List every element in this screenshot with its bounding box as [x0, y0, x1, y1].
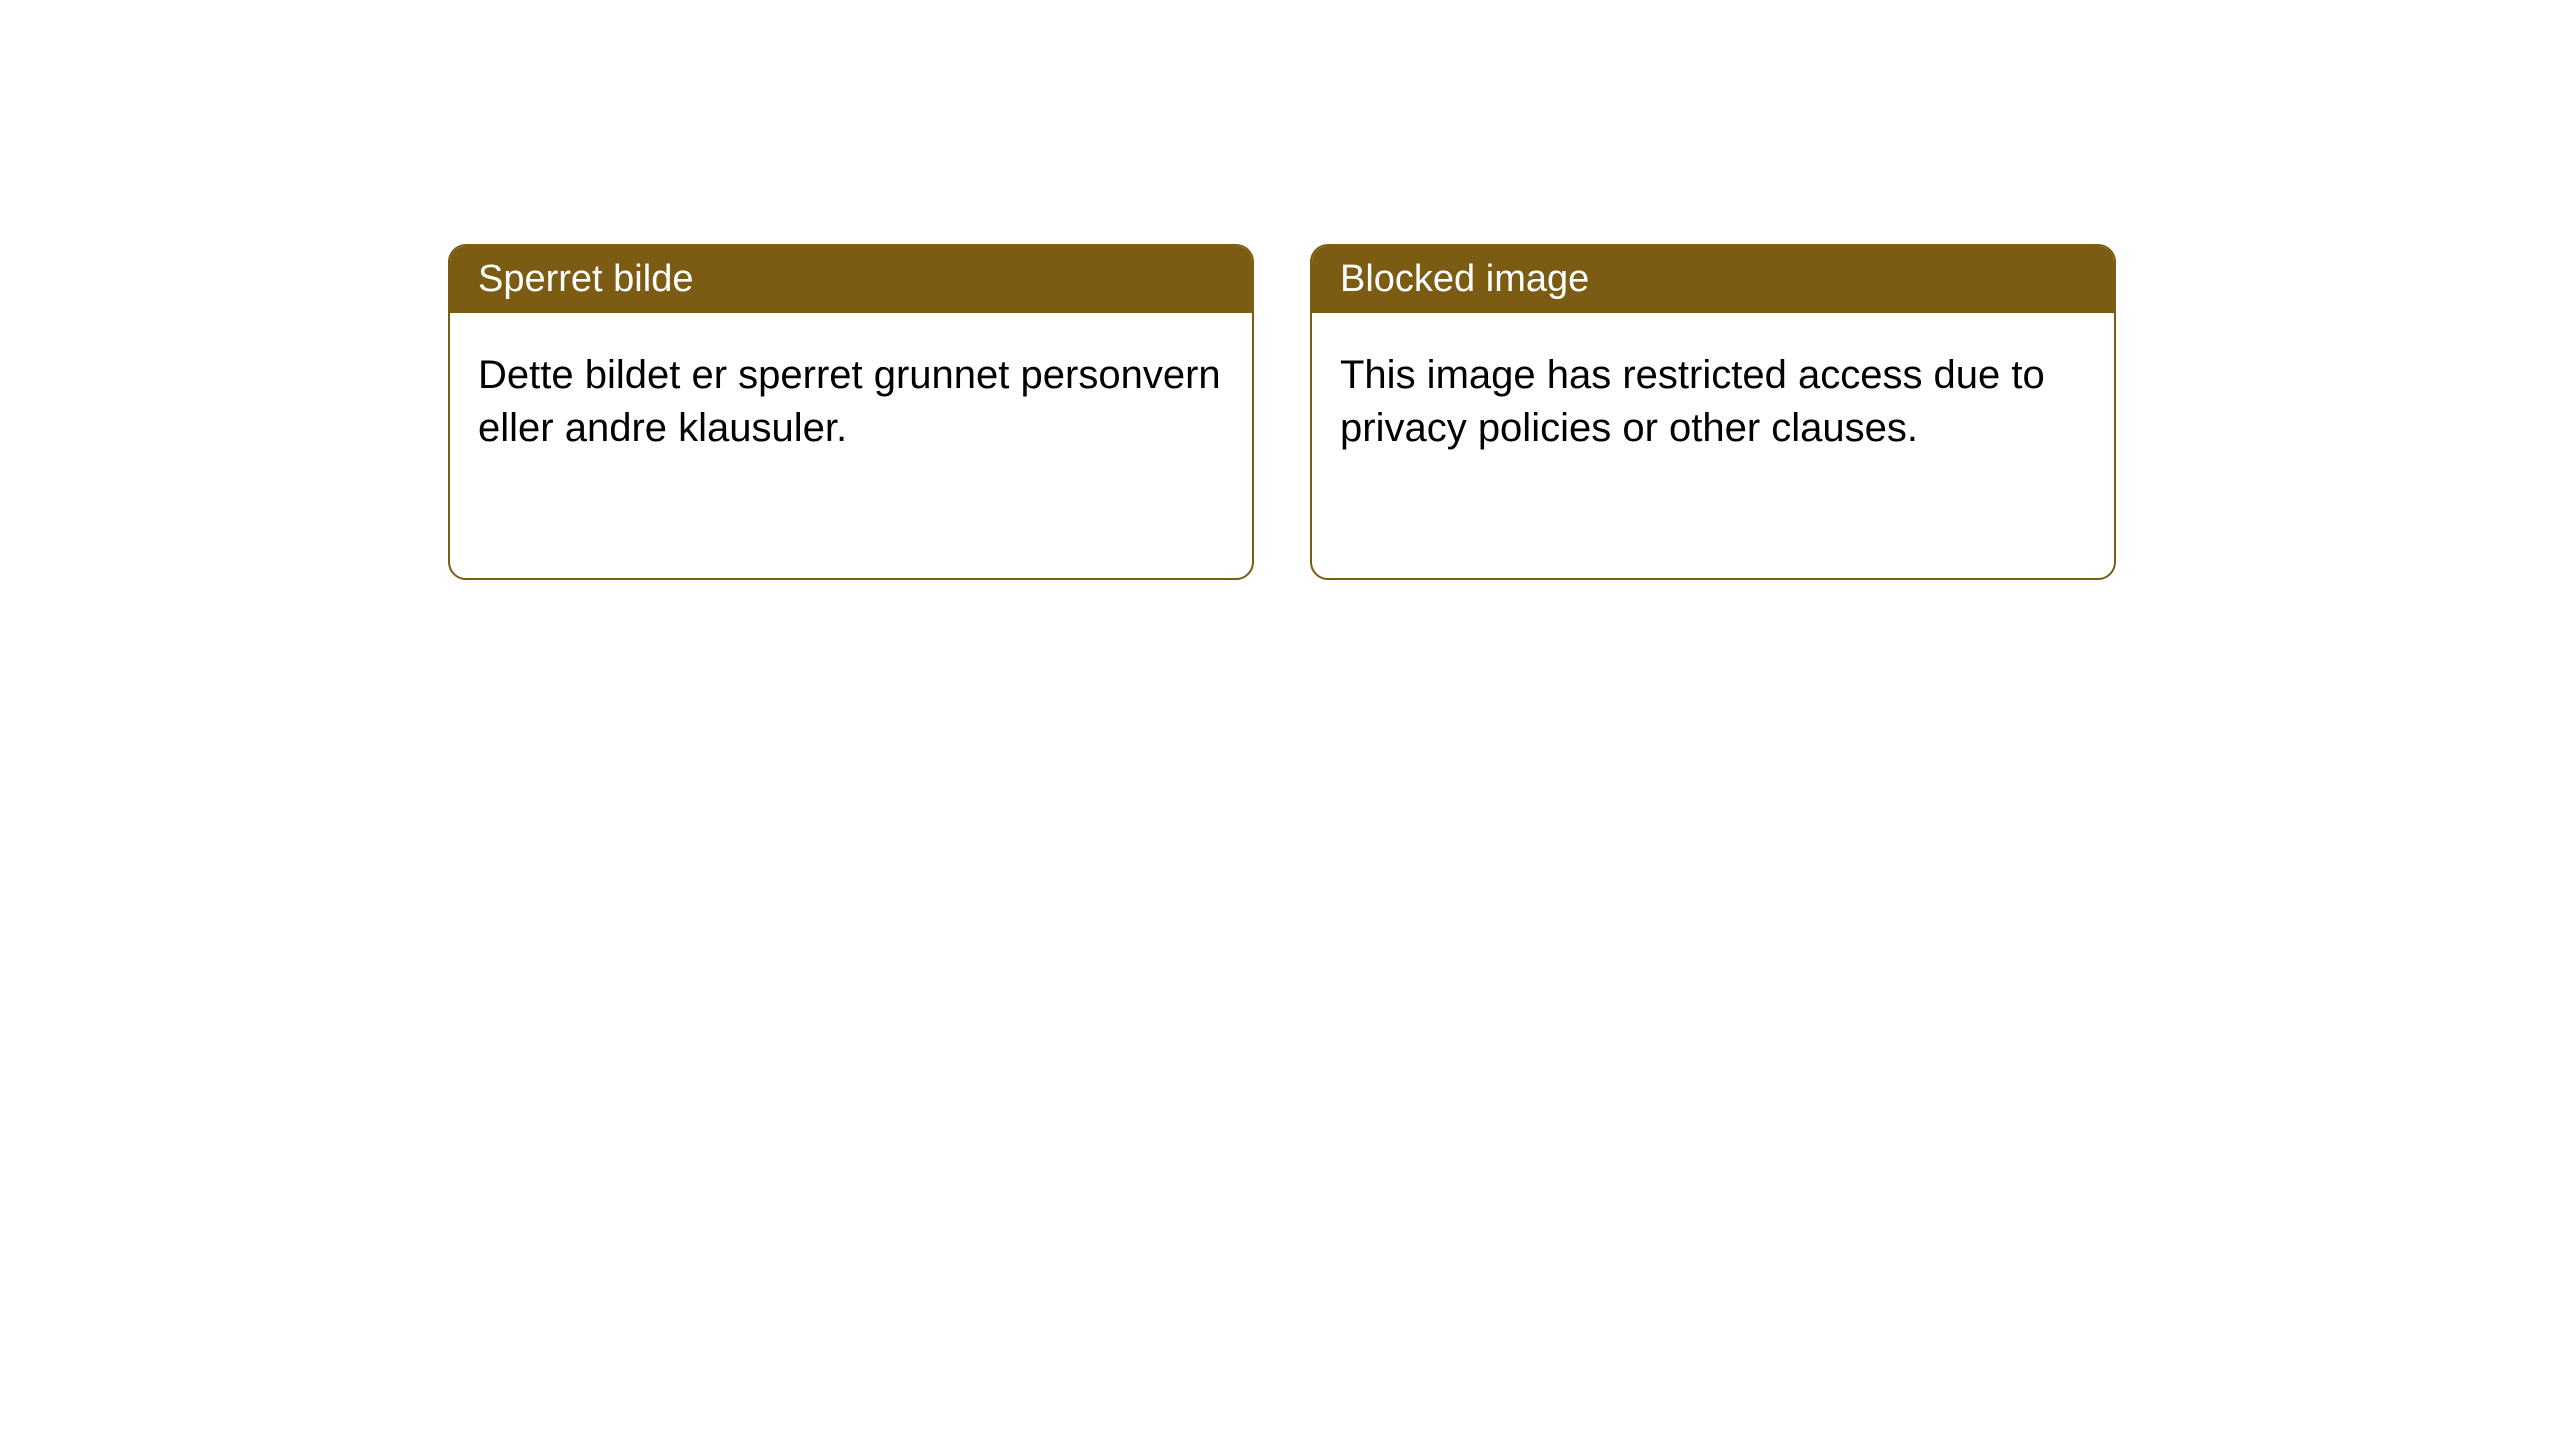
- blocked-image-card-no: Sperret bilde Dette bildet er sperret gr…: [448, 244, 1254, 580]
- card-title: Sperret bilde: [450, 246, 1252, 313]
- card-title: Blocked image: [1312, 246, 2114, 313]
- card-body-text: Dette bildet er sperret grunnet personve…: [450, 313, 1252, 491]
- card-body-text: This image has restricted access due to …: [1312, 313, 2114, 491]
- blocked-image-card-en: Blocked image This image has restricted …: [1310, 244, 2116, 580]
- cards-container: Sperret bilde Dette bildet er sperret gr…: [0, 0, 2560, 580]
